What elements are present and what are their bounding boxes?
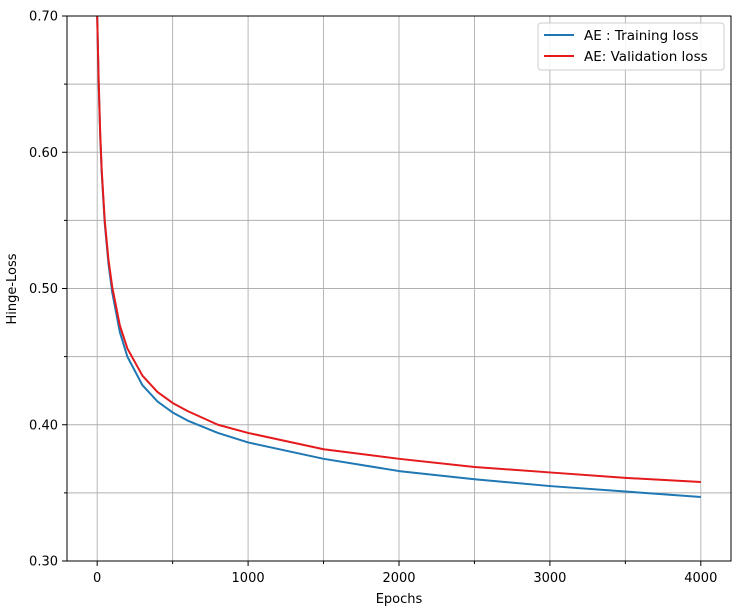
x-tick-label: 3000 (533, 571, 566, 586)
y-axis-label: Hinge-Loss (5, 253, 20, 324)
x-tick-label: 4000 (684, 571, 717, 586)
x-tick-label: 1000 (232, 571, 265, 586)
y-tick-label: 0.70 (29, 10, 58, 25)
y-tick-label: 0.30 (29, 555, 58, 570)
series-lines (96, 15, 701, 498)
y-tick-label: 0.50 (29, 282, 58, 297)
y-tick-label: 0.60 (29, 146, 58, 161)
x-tick-label: 2000 (382, 571, 415, 586)
legend-label-validation: AE: Validation loss (584, 49, 708, 65)
legend-label-training: AE : Training loss (584, 28, 699, 44)
y-tick-label: 0.40 (29, 418, 58, 433)
validation-loss-line (96, 15, 701, 483)
legend: AE : Training loss AE: Validation loss (537, 22, 725, 71)
x-axis-label: Epochs (376, 592, 423, 607)
legend-box (537, 22, 725, 71)
x-tick-label: 0 (93, 571, 101, 586)
axis-ticks: 0 1000 2000 3000 4000 0.30 0.40 0.50 0.60 0.70 (29, 10, 717, 587)
